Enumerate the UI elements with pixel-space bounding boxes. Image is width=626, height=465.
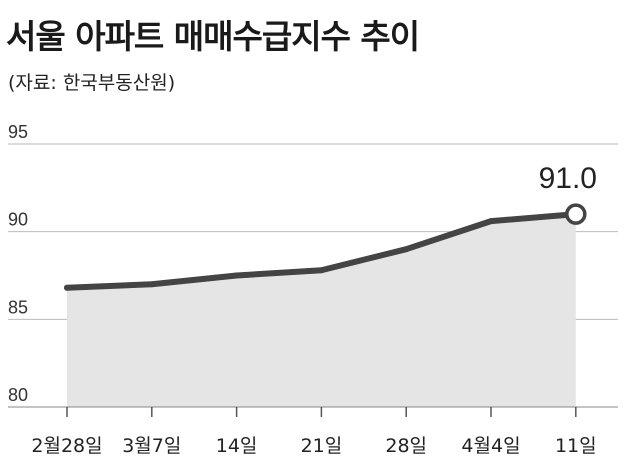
x-tick-label: 2월28일 (31, 435, 102, 457)
x-tick-label: 14일 (216, 435, 258, 457)
x-axis: 2월28일 3월7일 14일 21일 28일 4월4일 11일 (8, 406, 618, 457)
y-axis: 95 90 85 80 (8, 122, 28, 405)
data-point-0 (64, 284, 70, 291)
y-tick-label: 80 (8, 385, 28, 405)
chart-title: 서울 아파트 매매수급지수 추이 (6, 17, 420, 56)
series-area (67, 214, 576, 407)
y-tick-label: 85 (8, 297, 28, 317)
data-points (64, 203, 587, 291)
x-tick-label: 21일 (301, 435, 343, 457)
data-point-2 (233, 272, 240, 279)
data-point-4 (403, 246, 410, 253)
y-tick-label: 95 (8, 122, 28, 142)
x-tick-label: 28일 (385, 435, 427, 457)
data-point-3 (318, 267, 325, 274)
data-labels: 91.0 (539, 162, 597, 195)
data-point-6 (565, 203, 587, 225)
x-tick-label: 4월4일 (461, 435, 520, 457)
x-tick-label: 11일 (555, 435, 597, 457)
source-note: (자료: 한국부동산원) (8, 72, 176, 94)
data-point-5 (488, 218, 494, 225)
y-tick-label: 90 (8, 210, 28, 230)
data-point-1 (148, 281, 155, 288)
x-tick-label: 3월7일 (122, 435, 181, 457)
data-label: 91.0 (539, 162, 597, 195)
